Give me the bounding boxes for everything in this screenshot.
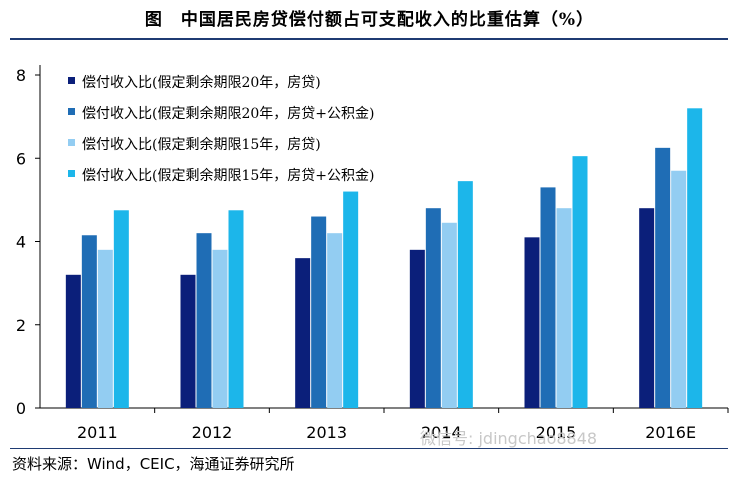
bar bbox=[97, 249, 113, 408]
y-tick-label: 8 bbox=[16, 66, 26, 85]
bottom-rule bbox=[10, 448, 728, 449]
legend: 偿付收入比(假定剩余期限20年，房贷) 偿付收入比(假定剩余期限20年，房贷+公积… bbox=[68, 74, 374, 184]
legend-label: 偿付收入比(假定剩余期限15年，房贷) bbox=[82, 136, 321, 153]
legend-label: 偿付收入比(假定剩余期限20年，房贷) bbox=[82, 74, 321, 91]
legend-swatch bbox=[68, 108, 75, 115]
bar bbox=[425, 208, 441, 408]
bar bbox=[556, 208, 572, 408]
chart-title: 图 中国居民房贷偿付额占可支配收入的比重估算（%） bbox=[144, 10, 595, 30]
bar bbox=[639, 208, 655, 408]
y-tick-label: 0 bbox=[16, 399, 26, 418]
bar bbox=[671, 170, 687, 408]
bar bbox=[441, 222, 457, 408]
bar bbox=[295, 258, 311, 408]
bar bbox=[113, 210, 129, 408]
bar bbox=[212, 249, 228, 408]
bar bbox=[180, 274, 196, 408]
axes: 0 2 4 6 8 2011 2012 2013 2014 2015 2016E bbox=[16, 65, 729, 442]
bar bbox=[327, 233, 343, 408]
y-tick-label: 2 bbox=[16, 316, 26, 335]
bar bbox=[228, 210, 244, 408]
bar bbox=[572, 156, 588, 408]
bar bbox=[655, 147, 671, 408]
bar bbox=[343, 191, 359, 408]
y-tick-label: 6 bbox=[16, 149, 26, 168]
bar bbox=[524, 237, 540, 408]
bar bbox=[196, 233, 212, 408]
legend-label: 偿付收入比(假定剩余期限20年，房贷+公积金) bbox=[82, 105, 374, 122]
bars bbox=[65, 108, 703, 409]
bar bbox=[65, 274, 81, 408]
x-tick-label: 2016E bbox=[645, 423, 696, 442]
bar bbox=[687, 108, 703, 409]
bar bbox=[409, 249, 425, 408]
x-tick-label: 2011 bbox=[77, 423, 118, 442]
watermark-text: 微信号: jdingchao8848 bbox=[420, 429, 598, 448]
x-tick-label: 2012 bbox=[192, 423, 233, 442]
legend-swatch bbox=[68, 77, 75, 84]
legend-swatch bbox=[68, 170, 75, 177]
bar bbox=[311, 216, 327, 408]
bar bbox=[540, 187, 556, 408]
legend-swatch bbox=[68, 139, 75, 146]
x-tick-label: 2013 bbox=[306, 423, 347, 442]
bar bbox=[81, 235, 97, 408]
y-tick-label: 4 bbox=[16, 233, 26, 252]
top-rule bbox=[10, 38, 728, 40]
x-tick-label: 2014 bbox=[421, 423, 462, 442]
source-note: 资料来源：Wind，CEIC，海通证券研究所 bbox=[12, 455, 295, 473]
x-tick-label: 2015 bbox=[536, 423, 577, 442]
bar bbox=[457, 181, 473, 408]
legend-label: 偿付收入比(假定剩余期限15年，房贷+公积金) bbox=[82, 167, 374, 184]
